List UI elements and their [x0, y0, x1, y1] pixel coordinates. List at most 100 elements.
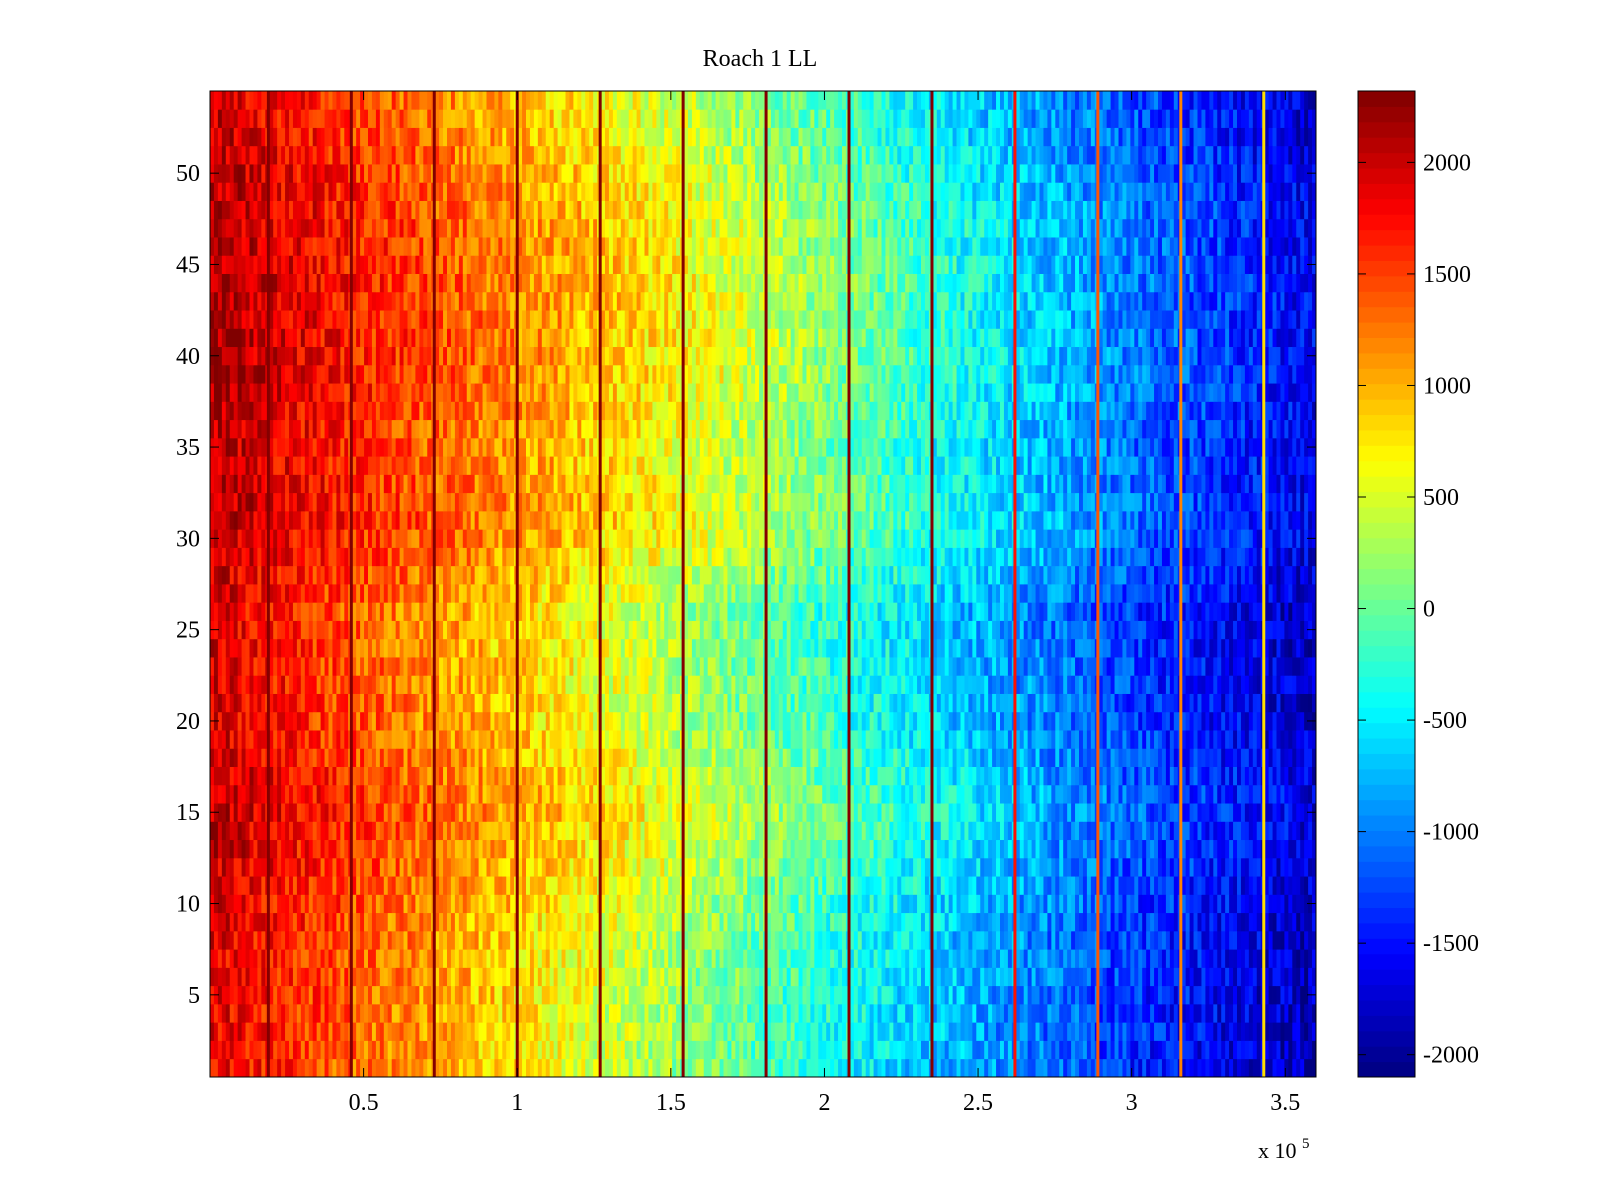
heatmap-cell — [719, 857, 724, 877]
heatmap-cell — [1158, 1058, 1163, 1078]
heatmap-cell — [1308, 821, 1313, 841]
heatmap-cell — [233, 949, 239, 968]
heatmap-cell — [573, 748, 578, 767]
heatmap-cell — [435, 949, 440, 968]
heatmap-cell — [755, 803, 760, 822]
heatmap-cell — [684, 985, 689, 1005]
heatmap-cell — [1217, 985, 1222, 1005]
heatmap-cell — [877, 949, 882, 968]
heatmap-cell — [956, 784, 961, 804]
heatmap-cell — [1098, 857, 1104, 877]
heatmap-cell — [739, 912, 744, 932]
heatmap-cell — [715, 1058, 720, 1078]
heatmap-cell — [632, 967, 637, 987]
heatmap-cell — [1217, 766, 1222, 786]
heatmap-cell — [648, 967, 653, 987]
heatmap-cell — [1181, 894, 1187, 914]
heatmap-cell — [608, 748, 614, 767]
heatmap-cell — [1213, 967, 1218, 987]
heatmap-cell — [1296, 949, 1301, 968]
heatmap-cell — [936, 821, 942, 841]
heatmap-cell — [1185, 784, 1190, 804]
heatmap-cell — [873, 912, 878, 932]
heatmap-cell — [490, 1058, 495, 1078]
heatmap-cell — [257, 930, 262, 950]
heatmap-cell — [1272, 766, 1277, 786]
heatmap-cell — [1122, 1003, 1127, 1023]
heatmap-cell — [917, 949, 922, 968]
heatmap-cell — [830, 985, 835, 1005]
heatmap-cell — [980, 1058, 985, 1078]
heatmap-cell — [498, 930, 503, 950]
heatmap-cell — [506, 985, 511, 1005]
heatmap-cell — [296, 1040, 302, 1060]
heatmap-cell — [822, 857, 827, 877]
heatmap-cell — [541, 930, 547, 950]
heatmap-cell — [1248, 985, 1254, 1005]
heatmap-cell — [1304, 985, 1309, 1005]
heatmap-cell — [944, 1022, 950, 1041]
heatmap-cell — [1292, 784, 1297, 804]
heatmap-cell — [537, 949, 543, 968]
heatmap-cell — [391, 839, 397, 859]
heatmap-cell — [648, 1058, 653, 1078]
heatmap-cell — [691, 912, 697, 932]
heatmap-cell — [1130, 1058, 1135, 1078]
heatmap-cell — [944, 967, 950, 987]
heatmap-cell — [526, 985, 531, 1005]
heatmap-cell — [1146, 803, 1151, 822]
heatmap-cell — [435, 784, 440, 804]
heatmap-cell — [415, 985, 420, 1005]
heatmap-cell — [676, 748, 681, 767]
heatmap-cell — [1312, 912, 1317, 932]
heatmap-cell — [1209, 766, 1214, 786]
heatmap-cell — [1007, 949, 1013, 968]
heatmap-cell — [510, 949, 515, 968]
heatmap-cell — [391, 1040, 397, 1060]
heatmap-cell — [869, 930, 874, 950]
heatmap-cell — [1055, 821, 1060, 841]
heatmap-cell — [988, 912, 993, 932]
heatmap-cell — [391, 784, 397, 804]
heatmap-cell — [707, 1058, 713, 1078]
heatmap-cell — [782, 1058, 788, 1078]
heatmap-cell — [356, 930, 361, 950]
heatmap-cell — [774, 985, 780, 1005]
heatmap-cell — [320, 985, 325, 1005]
heatmap-cell — [834, 1022, 839, 1041]
heatmap-cell — [948, 784, 953, 804]
heatmap-cell — [802, 803, 807, 822]
heatmap-cell — [948, 1003, 953, 1023]
heatmap-cell — [766, 748, 772, 767]
heatmap-cell — [506, 1058, 511, 1078]
heatmap-cell — [968, 857, 973, 877]
heatmap-cell — [782, 766, 788, 786]
heatmap-cell — [478, 894, 483, 914]
heatmap-cell — [1158, 876, 1163, 895]
heatmap-cell — [277, 748, 282, 767]
heatmap-cell — [676, 766, 681, 786]
heatmap-cell — [1059, 857, 1064, 877]
heatmap-cell — [660, 803, 665, 822]
heatmap-cell — [482, 821, 487, 841]
heatmap-cell — [581, 1003, 586, 1023]
heatmap-cell — [1000, 876, 1005, 895]
heatmap-cell — [458, 784, 464, 804]
heatmap-cell — [1098, 930, 1104, 950]
heatmap-cell — [660, 985, 665, 1005]
heatmap-cell — [703, 949, 709, 968]
heatmap-cell — [881, 967, 886, 987]
heatmap-cell — [458, 748, 464, 767]
heatmap-cell — [1229, 985, 1234, 1005]
heatmap-cell — [802, 985, 807, 1005]
heatmap-cell — [644, 839, 649, 859]
heatmap-cell — [585, 784, 590, 804]
heatmap-cell — [818, 784, 823, 804]
heatmap-cell — [565, 784, 570, 804]
heatmap-cell — [759, 985, 764, 1005]
heatmap-cell — [281, 821, 286, 841]
heatmap-cell — [565, 857, 570, 877]
heatmap-cell — [490, 912, 495, 932]
heatmap-cell — [1082, 912, 1088, 932]
heatmap-cell — [281, 784, 286, 804]
